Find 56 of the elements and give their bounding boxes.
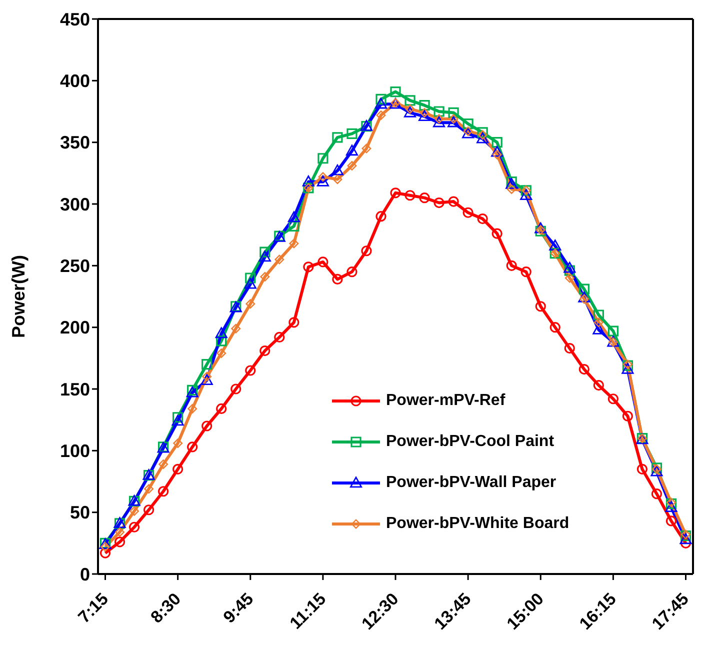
y-tick-label: 450: [60, 9, 90, 30]
point: [172, 464, 184, 474]
point: [434, 197, 444, 208]
point: [448, 196, 459, 207]
point: [404, 190, 416, 201]
point: [680, 538, 692, 548]
point: [506, 260, 517, 271]
y-axis-title: Power(W): [8, 255, 28, 338]
point: [100, 548, 111, 558]
point: [520, 266, 532, 278]
point: [492, 228, 502, 239]
point: [288, 317, 300, 328]
point: [666, 516, 677, 526]
point: [202, 420, 212, 432]
point: [274, 332, 285, 342]
point: [419, 192, 430, 204]
point: [143, 504, 154, 516]
point: [346, 266, 358, 278]
point: [260, 345, 270, 356]
point: [216, 403, 227, 414]
point: [376, 211, 386, 222]
point: [187, 442, 198, 452]
point: [477, 214, 488, 224]
point: [332, 274, 343, 285]
point: [593, 380, 604, 391]
y-tick-label: 200: [60, 318, 90, 338]
y-tick-label: 50: [70, 502, 90, 523]
y-tick-label: 150: [60, 379, 90, 400]
y-tick-label: 300: [60, 194, 90, 214]
y-tick-label: 0: [80, 564, 90, 584]
point: [158, 486, 169, 497]
y-tick-label: 400: [60, 71, 90, 92]
y-tick-label: 350: [60, 132, 90, 153]
legend-label: Power-bPV-Wall Paper: [386, 474, 556, 492]
legend-label: Power-bPV-White Board: [386, 514, 570, 532]
point: [578, 364, 590, 375]
point: [390, 188, 401, 198]
point: [550, 322, 560, 333]
point: [128, 522, 140, 532]
point: [230, 384, 242, 394]
point: [245, 365, 256, 376]
point: [535, 301, 546, 312]
y-tick-label: 250: [60, 256, 90, 276]
point: [318, 256, 328, 268]
point: [622, 410, 633, 422]
point: [303, 262, 314, 272]
y-tick-label: 100: [60, 441, 90, 462]
point: [608, 394, 618, 404]
point: [636, 464, 648, 474]
legend-label: Power-mPV-Ref: [386, 392, 506, 410]
point: [114, 536, 126, 548]
point: [361, 246, 372, 256]
legend-label: Power-bPV-Cool Paint: [386, 432, 554, 450]
point: [651, 488, 662, 500]
point: [564, 343, 575, 354]
point: [462, 207, 474, 218]
